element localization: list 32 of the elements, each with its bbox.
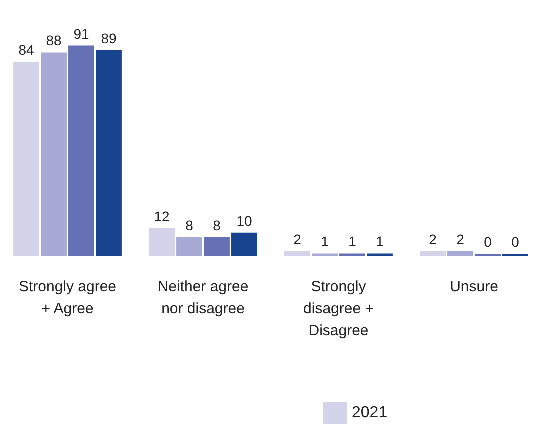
data-label: 0 [484, 234, 492, 250]
bar [284, 251, 310, 256]
data-label: 84 [18, 42, 35, 58]
data-label: 1 [348, 234, 357, 250]
bar [176, 238, 202, 256]
bar [149, 228, 175, 256]
bar [204, 238, 230, 256]
bar [41, 52, 67, 256]
bar [448, 251, 474, 256]
legend-label: 2021 [352, 404, 388, 422]
x-tick-label: Strongly disagree + Disagree [304, 278, 374, 340]
x-tick-label: Strongly agree + Agree [18, 278, 117, 318]
x-tick-label: Unsure [450, 278, 498, 296]
data-label: 10 [236, 212, 252, 229]
data-label: 91 [74, 26, 90, 42]
data-label: 2 [429, 231, 438, 248]
data-label: 12 [154, 208, 170, 224]
data-label: 88 [46, 32, 62, 49]
data-label: 8 [186, 218, 194, 234]
bar [14, 62, 40, 256]
data-label: 2 [456, 231, 465, 248]
data-label: 8 [213, 218, 222, 234]
data-label: 1 [321, 234, 330, 250]
data-label: 1 [376, 234, 384, 250]
data-label: 2 [294, 231, 302, 248]
bar [420, 251, 446, 256]
bar [96, 50, 122, 256]
data-label: 89 [101, 30, 117, 46]
bar [232, 232, 258, 256]
bar [68, 46, 94, 256]
data-label: 0 [512, 234, 520, 250]
x-tick-label: Neither agree nor disagree [158, 278, 249, 318]
